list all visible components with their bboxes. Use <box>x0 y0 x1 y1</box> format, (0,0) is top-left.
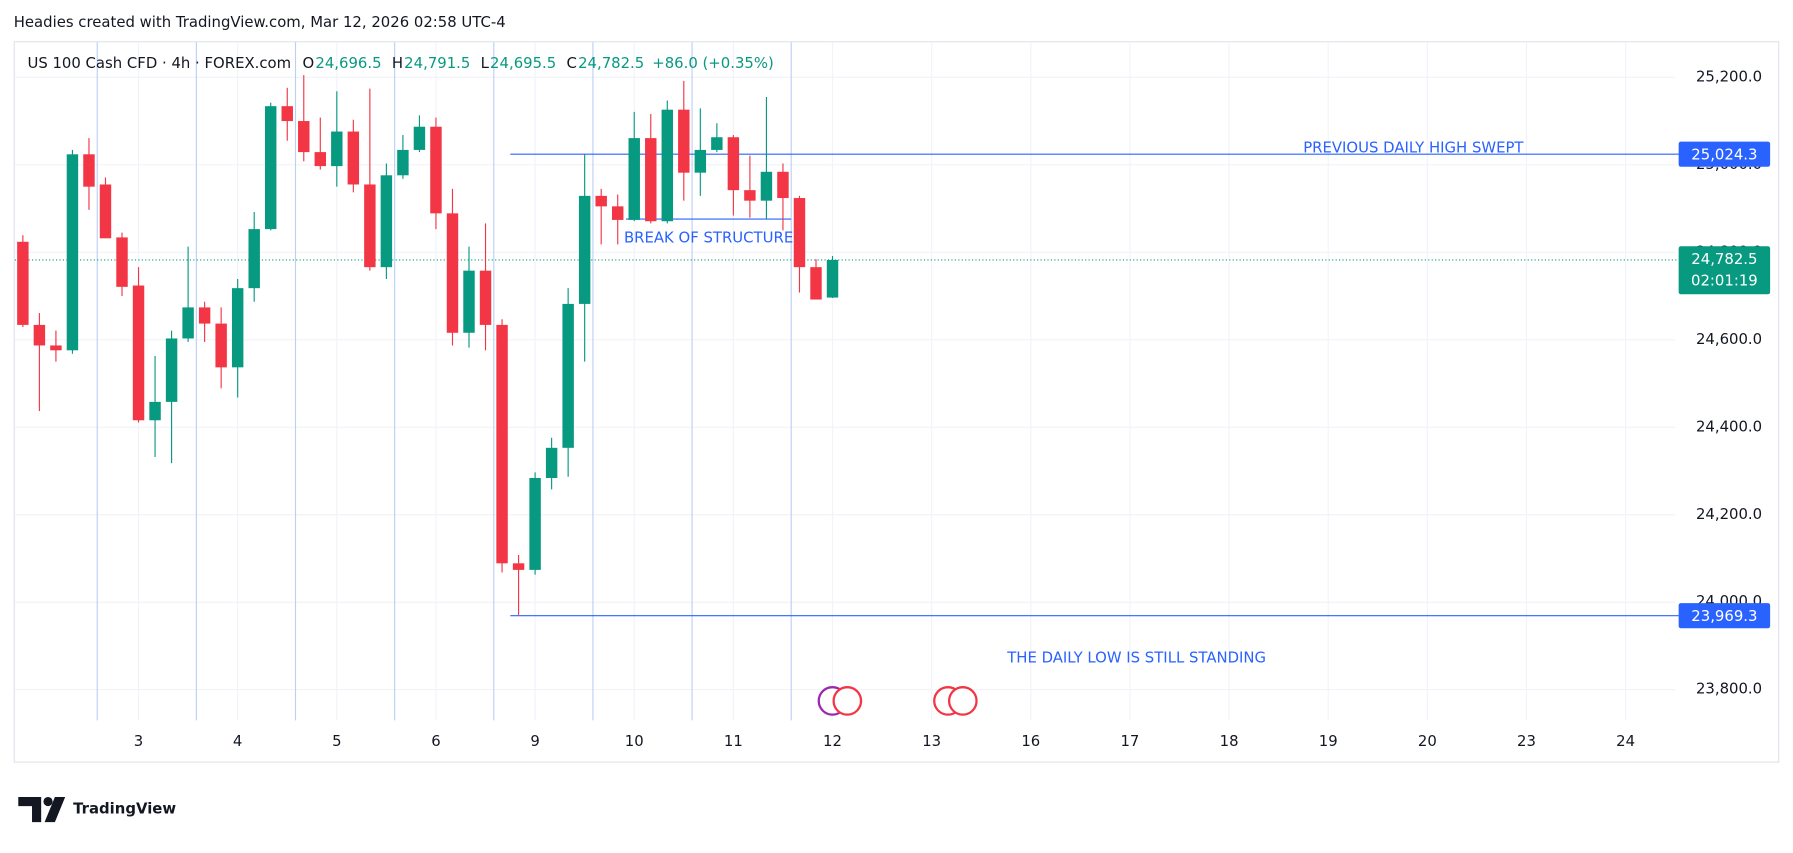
candle-body <box>496 324 508 564</box>
candle-body <box>248 229 260 289</box>
x-tick-label: 23 <box>1517 732 1536 750</box>
candle-body <box>281 106 293 122</box>
candle-body <box>116 237 128 287</box>
candle-body <box>512 563 525 570</box>
candle-body <box>727 137 740 191</box>
x-tick-label: 12 <box>823 732 842 750</box>
x-tick-label: 11 <box>724 732 743 750</box>
candle-body <box>645 138 657 222</box>
candle-body <box>760 171 773 201</box>
candle-body <box>132 285 145 421</box>
candle-body <box>364 184 376 268</box>
candle-body <box>314 152 327 167</box>
x-tick-label: 5 <box>332 732 341 750</box>
legend-value: 24,791.5 <box>404 54 470 72</box>
candle-body <box>198 307 211 324</box>
candle-body <box>826 259 839 298</box>
candle-body <box>793 198 806 268</box>
candle-body <box>777 171 789 199</box>
candle-body <box>33 324 46 346</box>
y-tick-label: 24,400.0 <box>1696 417 1762 435</box>
legend-key: L <box>481 54 490 72</box>
legend-change: +86.0 (+0.35%) <box>652 54 774 72</box>
structure-annotation: BREAK OF STRUCTURE <box>624 228 793 246</box>
y-tick-label: 24,200.0 <box>1696 505 1762 523</box>
chart-frame <box>13 41 1780 763</box>
x-tick-label: 18 <box>1220 732 1239 750</box>
candle-body <box>50 345 62 351</box>
price-tag-label: 23,969.3 <box>1691 607 1757 625</box>
x-tick-label: 6 <box>431 732 440 750</box>
x-tick-label: 13 <box>922 732 941 750</box>
x-tick-label: 9 <box>530 732 539 750</box>
candle-body <box>413 126 426 150</box>
candle-body <box>694 149 707 173</box>
candle-body <box>711 137 723 150</box>
brand: TradingView <box>73 800 176 818</box>
last-price-tag <box>1678 246 1771 295</box>
candle-body <box>17 241 29 325</box>
y-tick-label: 25,200.0 <box>1696 67 1762 85</box>
candle-body <box>347 131 360 185</box>
y-tick-label: 24,600.0 <box>1696 330 1762 348</box>
x-tick-label: 16 <box>1021 732 1040 750</box>
legend-key: C <box>567 54 577 72</box>
x-tick-label: 4 <box>233 732 242 750</box>
candle-body <box>678 109 690 173</box>
candle-body <box>463 270 475 333</box>
countdown: 02:01:19 <box>1691 272 1758 290</box>
level-annotation: PREVIOUS DAILY HIGH SWEPT <box>1303 139 1524 157</box>
candle-body <box>331 131 343 167</box>
price-tag-label: 25,024.3 <box>1691 145 1757 163</box>
logo-icon <box>18 796 66 823</box>
candle-body <box>215 323 227 368</box>
x-tick-label: 17 <box>1120 732 1139 750</box>
candle-body <box>83 154 95 187</box>
price-tag <box>1678 141 1771 167</box>
candle-body <box>66 154 79 351</box>
candle-body <box>265 106 277 230</box>
y-tick-label: 23,800.0 <box>1696 680 1762 698</box>
x-tick-label: 10 <box>625 732 644 750</box>
x-tick-label: 24 <box>1616 732 1635 750</box>
candle-body <box>397 149 409 176</box>
candle-body <box>562 303 574 448</box>
level-annotation: THE DAILY LOW IS STILL STANDING <box>1006 649 1266 667</box>
candle-body <box>744 190 756 201</box>
legend-value: 24,695.5 <box>490 54 556 72</box>
candle-body <box>810 267 822 300</box>
symbol: US 100 Cash CFD · 4h · FOREX.com <box>27 54 291 72</box>
candle-body <box>231 288 244 368</box>
candle-body <box>545 447 558 479</box>
candle-body <box>529 478 541 570</box>
x-tick-label: 20 <box>1418 732 1437 750</box>
candle-body <box>628 138 640 220</box>
candle-body <box>578 195 591 304</box>
legend-value: 24,782.5 <box>578 54 644 72</box>
x-tick-label: 3 <box>134 732 143 750</box>
candle-body <box>165 338 178 402</box>
candle-body <box>611 206 624 220</box>
candle-body <box>298 121 310 153</box>
last-price-label: 24,782.5 <box>1691 250 1757 268</box>
event-icons <box>817 686 978 716</box>
candle-body <box>479 270 492 325</box>
candle-body <box>430 126 442 214</box>
header-text: Headies created with TradingView.com, Ma… <box>14 13 506 31</box>
candle-body <box>661 109 674 222</box>
candle-body <box>595 195 607 207</box>
legend-value: 24,696.5 <box>315 54 381 72</box>
candle-body <box>182 307 194 339</box>
candle-body <box>380 175 393 268</box>
legend-key: O <box>303 54 315 72</box>
candle-body <box>149 401 161 421</box>
candle-body <box>99 184 112 239</box>
candle-body <box>446 213 459 333</box>
x-tick-label: 19 <box>1319 732 1338 750</box>
legend-key: H <box>392 54 403 72</box>
price-tag <box>1678 603 1771 629</box>
